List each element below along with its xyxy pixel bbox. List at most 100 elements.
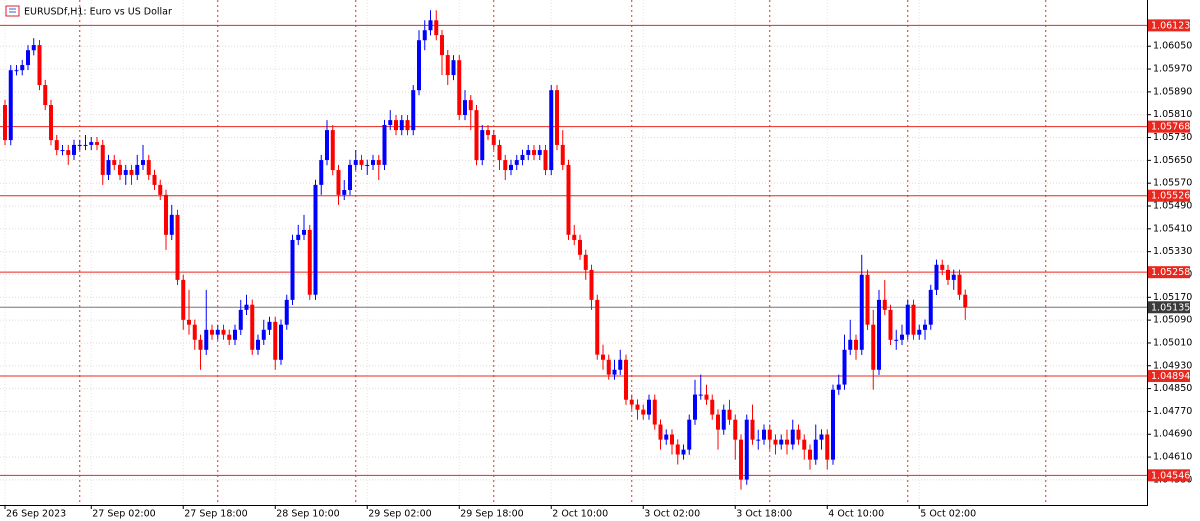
candle-body [635,404,640,410]
y-tick-label: 1.06050 [1153,41,1192,52]
level-box [1148,266,1190,279]
candle-body [118,164,122,175]
candle-body [491,134,496,145]
candle-body [951,274,956,280]
candle-body [336,170,341,195]
candle-body [8,70,13,141]
candle-body [733,419,738,440]
candle-body [158,184,163,195]
candle-body [422,30,427,41]
candle-body [457,60,462,115]
candle-body [905,304,910,335]
x-tick-label: 3 Oct 02:00 [644,509,700,520]
candle-body [221,329,226,335]
candle-body [284,299,289,325]
candle-body [641,409,646,415]
x-tick-label: 5 Oct 02:00 [920,509,976,520]
candle-body [618,359,623,370]
candle-body [89,142,94,145]
candle-body [756,439,761,441]
candle-body [141,160,145,165]
grid [0,0,1147,505]
y-tick-label: 1.05490 [1153,200,1192,211]
candle-body [813,439,818,460]
candle-body [348,164,352,191]
level-label: 1.06123 [1151,20,1190,31]
candle-body [181,279,186,320]
candle-body [537,150,542,155]
candle-body [290,239,295,300]
candles [3,10,968,490]
candle-body [267,321,272,330]
candle-body [894,339,899,341]
y-tick-label: 1.05170 [1153,292,1192,303]
candle-body [802,439,807,450]
level-label: 1.05526 [1151,191,1190,202]
candle-body [37,45,42,86]
x-tick-label: 29 Sep 02:00 [368,509,431,520]
candle-body [204,329,209,350]
candle-body [54,140,59,151]
candle-body [106,160,111,175]
candle-body [394,120,398,131]
candle-body [279,324,283,360]
candle-body [928,289,933,325]
candle-body [808,449,812,460]
candle-body [578,239,582,255]
candle-body [675,444,680,455]
candle-body [825,434,830,460]
candle-body [589,269,594,300]
candle-body [49,104,53,141]
level-label: 1.05768 [1151,122,1190,133]
y-tick-label: 1.04690 [1153,429,1192,440]
candle-body [26,50,30,66]
candle-body [681,449,686,455]
candle-body [388,120,393,125]
candle-body [963,294,968,308]
candle-body [836,384,841,390]
candle-body [238,309,243,330]
candle-body [509,164,513,171]
candle-body [382,124,387,165]
candle-body [3,104,7,141]
candle-body [790,429,795,445]
candle-body [721,409,726,430]
candle-body [227,334,232,340]
candle-body [859,274,864,350]
candle-body [486,130,490,135]
candle-body [514,160,519,165]
x-tick-label: 3 Oct 18:00 [736,509,792,520]
y-tick-label: 1.05410 [1153,223,1192,234]
candle-body [371,160,375,165]
x-tick-label: 2 Oct 10:00 [552,509,608,520]
candle-body [233,329,237,340]
candle-body [779,439,784,445]
candle-body [296,234,301,240]
candle-body [187,319,191,325]
candle-body [744,419,749,480]
candle-body [739,439,743,480]
candle-body [762,429,766,440]
candle-body [129,170,134,175]
candle-body [595,299,600,355]
candle-body [463,100,467,115]
current-price-label: 1.05135 [1151,302,1190,313]
candle-body [520,154,525,161]
candle-body [440,35,444,56]
candle-body [428,20,433,31]
candle-body [14,70,19,72]
y-tick-label: 1.05970 [1153,64,1192,75]
candle-body [842,349,847,385]
candle-body [359,160,364,165]
candle-body [146,160,151,175]
candle-body [900,334,904,340]
y-tick-label: 1.05090 [1153,315,1192,326]
candle-body [658,424,663,440]
candle-body [612,369,617,375]
candle-body [198,339,203,350]
candle-body [445,55,450,76]
title-icon [5,5,20,17]
candle-body [83,144,88,146]
candle-body [319,160,324,185]
candle-body [307,229,312,295]
